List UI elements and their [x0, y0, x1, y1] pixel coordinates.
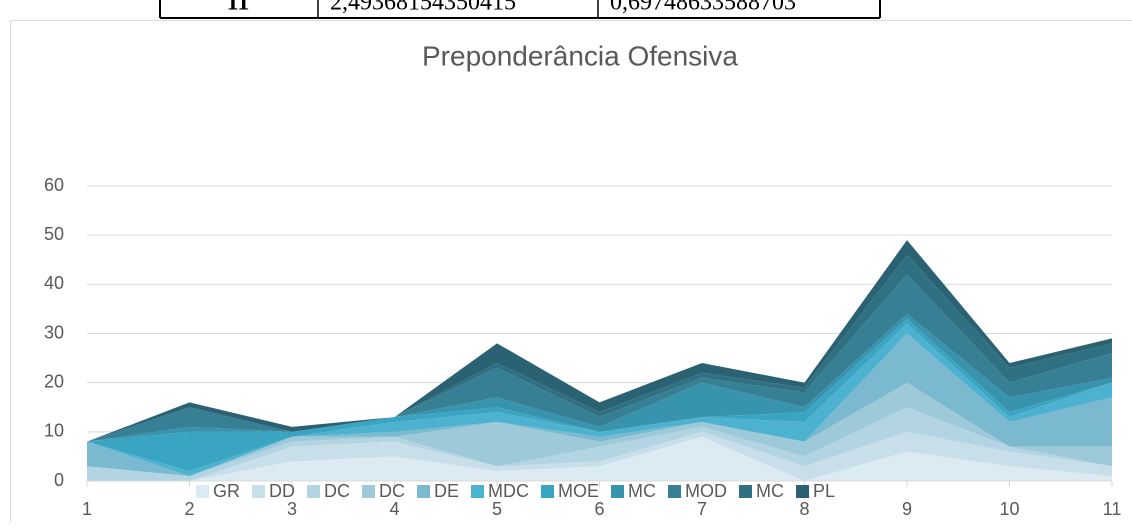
- y-tick-label: 40: [44, 273, 64, 293]
- legend-swatch: [611, 485, 624, 498]
- y-tick-label: 10: [44, 421, 64, 441]
- x-tick-label: 10: [999, 499, 1019, 519]
- legend-label: DD: [269, 481, 295, 501]
- legend-label: MC: [756, 481, 784, 501]
- legend-label: GR: [213, 481, 240, 501]
- legend-label: MC: [628, 481, 656, 501]
- y-tick-label: 20: [44, 371, 64, 391]
- legend-swatch: [541, 485, 554, 498]
- legend-swatch: [252, 485, 265, 498]
- legend-swatch: [796, 485, 809, 498]
- legend-swatch: [307, 485, 320, 498]
- x-tick-label: 4: [389, 499, 399, 519]
- y-tick-label: 30: [44, 322, 64, 342]
- x-tick-label: 1: [82, 499, 92, 519]
- x-tick-label: 9: [902, 499, 912, 519]
- legend-swatch: [668, 485, 681, 498]
- table-cell: 2,49368154350415: [330, 0, 516, 16]
- x-tick-label: 5: [492, 499, 502, 519]
- y-tick-label: 0: [54, 470, 64, 490]
- legend-label: DC: [324, 481, 350, 501]
- y-tick-label: 60: [44, 175, 64, 195]
- legend-label: MOE: [558, 481, 599, 501]
- x-tick-label: 7: [697, 499, 707, 519]
- chart-title: Preponderância Ofensiva: [422, 40, 738, 71]
- legend-swatch: [471, 485, 484, 498]
- y-tick-label: 50: [44, 224, 64, 244]
- x-tick-label: 11: [1103, 499, 1122, 519]
- legend-label: PL: [813, 481, 835, 501]
- legend-swatch: [362, 485, 375, 498]
- legend-label: DE: [434, 481, 459, 501]
- legend-swatch: [739, 485, 752, 498]
- legend-swatch: [196, 485, 209, 498]
- table-cell: 0,69748633588703: [610, 0, 796, 16]
- x-tick-label: 6: [594, 499, 604, 519]
- legend-swatch: [417, 485, 430, 498]
- table-cell: 11: [227, 0, 250, 16]
- x-tick-label: 3: [287, 499, 297, 519]
- legend-label: MOD: [685, 481, 727, 501]
- x-tick-label: 8: [799, 499, 809, 519]
- legend-label: MDC: [488, 481, 529, 501]
- legend-label: DC: [379, 481, 405, 501]
- x-tick-label: 2: [184, 499, 194, 519]
